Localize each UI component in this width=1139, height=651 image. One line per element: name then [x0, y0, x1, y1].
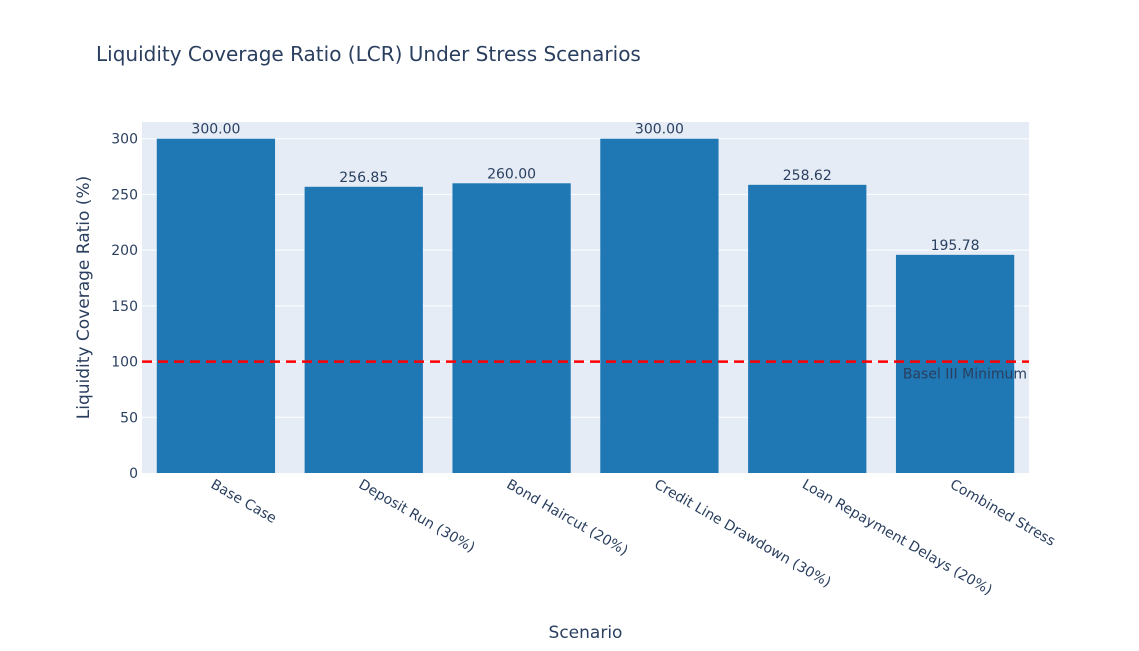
- bar-value-labels: 300.00 256.85 260.00 300.00 258.62 195.78: [191, 122, 979, 254]
- x-axis-title: Scenario: [549, 623, 623, 643]
- y-tick-label: 300: [111, 132, 138, 148]
- y-tick-labels: 0 50 100 150 200 250 300: [111, 132, 138, 482]
- bar: [600, 138, 719, 473]
- y-tick-label: 150: [111, 299, 138, 315]
- bar: [748, 184, 867, 473]
- bar-value-label: 300.00: [635, 122, 684, 138]
- bar-value-label: 256.85: [339, 170, 388, 186]
- bar-value-label: 258.62: [783, 168, 832, 184]
- x-tick-label: Combined Stress: [947, 477, 1058, 550]
- bars: [156, 138, 1015, 474]
- bar: [304, 186, 423, 473]
- y-tick-label: 100: [111, 355, 138, 371]
- x-tick-label: Base Case: [208, 477, 279, 527]
- x-tick-label: Deposit Run (30%): [356, 477, 478, 557]
- x-tick-labels: Base Case Deposit Run (30%) Bond Haircut (…: [208, 477, 1058, 599]
- reference-line-group: Basel III Minimum: [142, 360, 1029, 383]
- plot-area: [142, 122, 1029, 473]
- y-axis-title: Liquidity Coverage Ratio (%): [74, 176, 94, 419]
- bar-value-label: 300.00: [191, 122, 240, 138]
- y-tick-label: 250: [111, 187, 138, 203]
- chart-title: Liquidity Coverage Ratio (LCR) Under Str…: [96, 42, 641, 66]
- bar: [156, 138, 276, 473]
- basel-minimum-label: Basel III Minimum: [903, 367, 1027, 383]
- bar: [895, 254, 1015, 473]
- x-tick-label: Bond Haircut (20%): [504, 477, 631, 560]
- bar-value-label: 260.00: [487, 166, 536, 182]
- y-tick-label: 0: [129, 466, 138, 482]
- y-tick-label: 200: [111, 243, 138, 259]
- bar: [452, 183, 571, 474]
- y-tick-label: 50: [120, 410, 138, 426]
- bar-value-label: 195.78: [931, 238, 980, 254]
